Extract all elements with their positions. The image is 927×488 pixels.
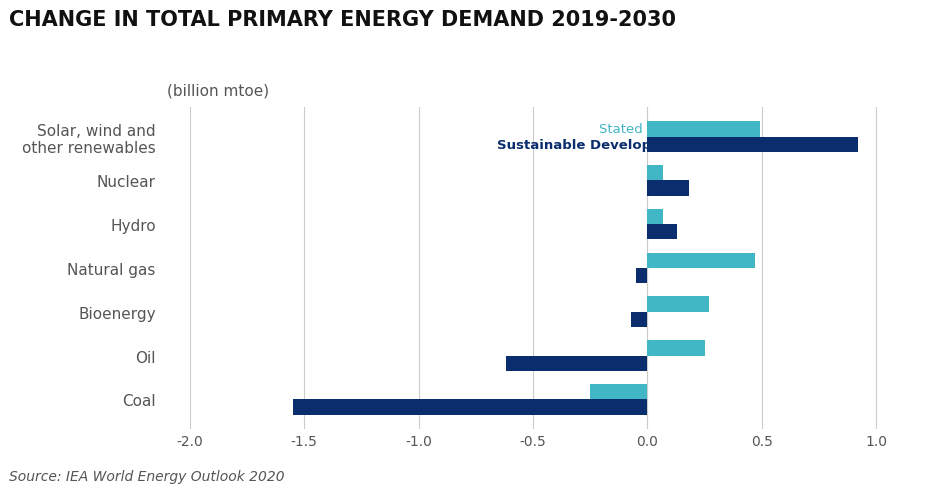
Bar [647, 341, 705, 356]
Bar [505, 356, 647, 371]
Bar [647, 166, 664, 181]
Bar [647, 253, 755, 268]
Bar [647, 224, 678, 240]
Text: CHANGE IN TOTAL PRIMARY ENERGY DEMAND 2019-2030: CHANGE IN TOTAL PRIMARY ENERGY DEMAND 20… [9, 10, 677, 30]
Bar [647, 122, 759, 137]
Bar [590, 384, 647, 400]
Bar [647, 137, 858, 153]
Text: Stated Policies scenario: Stated Policies scenario [599, 123, 757, 136]
Text: Source: IEA World Energy Outlook 2020: Source: IEA World Energy Outlook 2020 [9, 469, 285, 483]
Bar [636, 268, 647, 284]
Bar [293, 400, 647, 415]
Bar [647, 209, 664, 224]
Bar [647, 181, 689, 196]
Text: Sustainable Development scenario: Sustainable Development scenario [497, 139, 757, 151]
Bar [647, 297, 709, 312]
Bar [631, 312, 647, 327]
Text: (billion mtoe): (billion mtoe) [167, 83, 269, 98]
